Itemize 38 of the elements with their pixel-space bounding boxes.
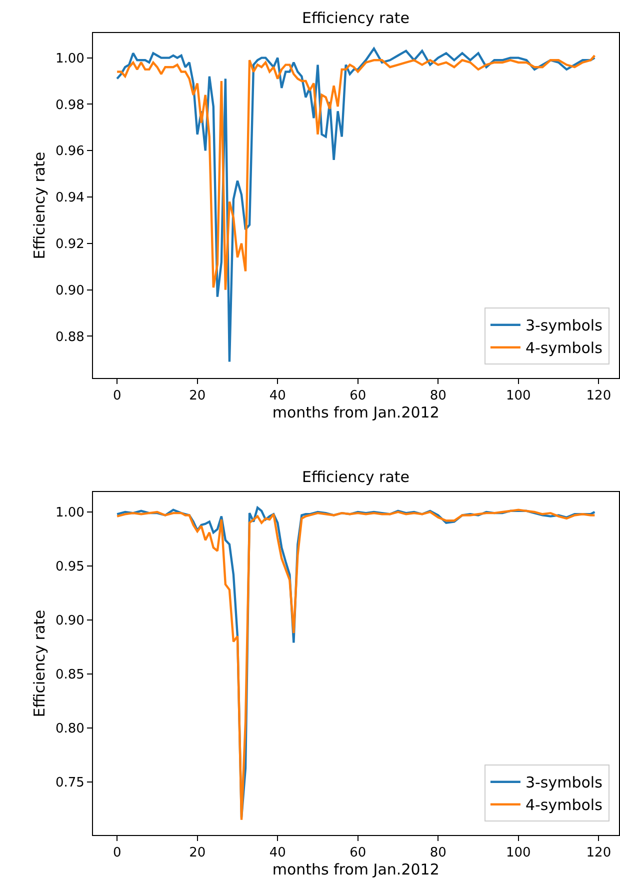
y-tick-label: 0.92 [55,236,84,252]
x-tick-label: 100 [506,388,531,404]
x-tick-label: 80 [430,388,446,404]
x-axis-title: months from Jan.2012 [272,860,440,879]
x-tick-label: 40 [269,388,286,404]
x-axis-title: months from Jan.2012 [272,404,440,422]
y-tick-label: 0.98 [55,98,84,113]
y-axis-title: Efficiency rate [30,610,49,718]
x-tick-label: 120 [586,388,612,404]
x-tick-label: 120 [586,846,612,861]
x-tick-label: 80 [430,846,446,861]
y-axis-title: Efficiency rate [30,152,49,260]
x-tick-label: 0 [112,388,122,404]
x-tick-label: 20 [189,388,206,404]
legend-label: 3-symbols [525,774,603,792]
x-tick-label: 60 [350,388,366,404]
x-tick-label: 40 [269,846,286,861]
y-tick-label: 1.00 [55,506,84,521]
x-tick-label: 0 [112,846,122,861]
y-tick-label: 0.85 [55,668,84,683]
legend-label: 3-symbols [525,316,603,335]
legend-label: 4-symbols [525,339,603,358]
x-tick-label: 20 [189,846,206,861]
y-tick-label: 0.96 [55,144,84,160]
y-tick-label: 0.90 [55,283,84,298]
y-tick-label: 0.75 [55,776,84,791]
legend-label: 4-symbols [525,796,603,814]
y-tick-label: 0.90 [55,614,84,629]
chart-title: Efficiency rate [302,468,410,486]
y-tick-label: 0.94 [55,190,84,206]
chart-title: Efficiency rate [302,9,410,27]
y-tick-label: 0.95 [55,560,84,575]
y-tick-label: 0.80 [55,722,84,737]
x-tick-label: 100 [506,846,531,861]
x-tick-label: 60 [350,846,366,861]
y-tick-label: 1.00 [55,51,84,66]
line-series [116,54,596,291]
y-tick-label: 0.88 [55,330,84,345]
